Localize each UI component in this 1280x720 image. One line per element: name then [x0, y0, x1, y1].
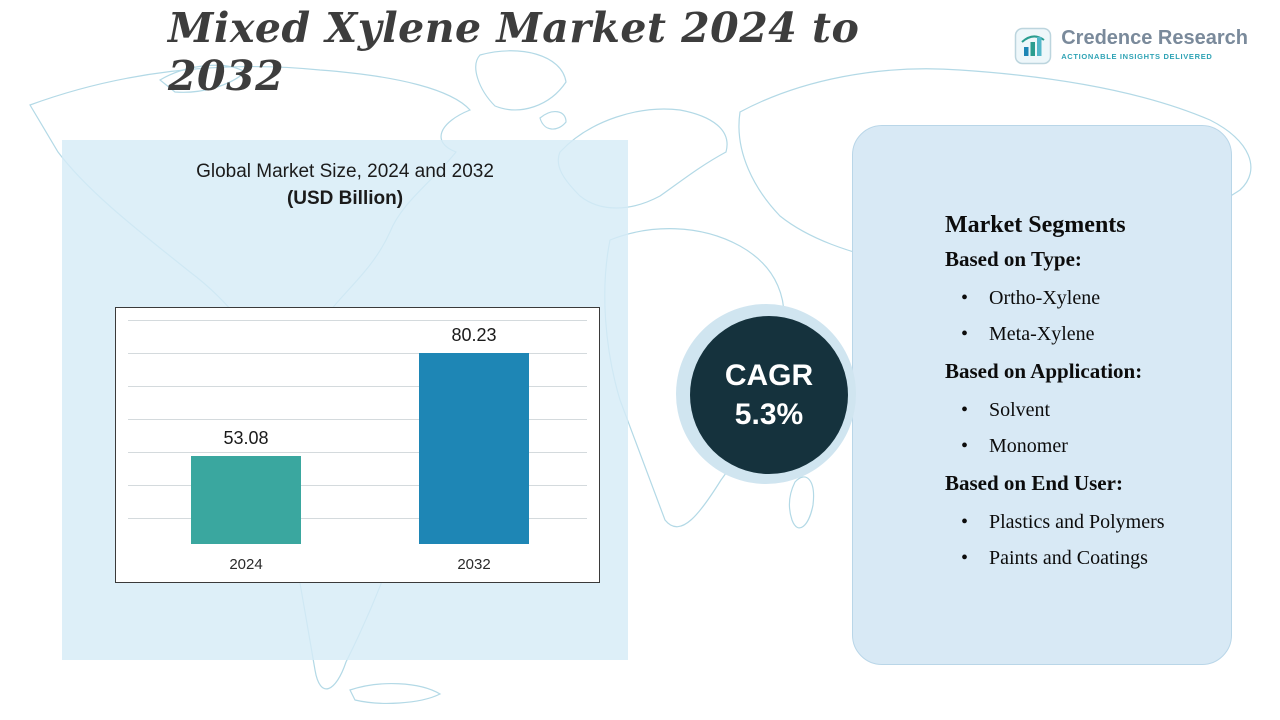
segment-heading-application: Based on Application: [945, 359, 1143, 383]
bar-value-label-2024: 53.08 [223, 428, 269, 448]
chart-title: Global Market Size, 2024 and 2032 [196, 161, 494, 182]
bar-2032 [419, 353, 529, 544]
segments-title: Market Segments [945, 212, 1126, 238]
x-axis-label-2024: 2024 [229, 556, 263, 573]
segments-panel: Market Segments Based on Type: Ortho-Xyl… [852, 125, 1232, 665]
bar-value-label-2032: 80.23 [451, 325, 497, 345]
segment-list-application: Solvent Monomer [945, 399, 1205, 458]
list-item: Paints and Coatings [961, 547, 1205, 570]
logo-name: Credence Research [1061, 27, 1248, 49]
logo-tagline: Actionable Insights Delivered [1061, 52, 1213, 61]
cagr-label: CAGR [724, 359, 814, 392]
list-item: Monomer [961, 435, 1205, 458]
logo: Credence Research Actionable Insights De… [1014, 27, 1248, 65]
logo-chart-icon [1014, 27, 1052, 65]
bar-chart: 53.08 80.23 2024 2032 [115, 307, 600, 583]
segment-heading-type: Based on Type: [945, 247, 1082, 271]
list-item: Ortho-Xylene [961, 287, 1205, 310]
list-item: Meta-Xylene [961, 323, 1205, 346]
bar-2024 [191, 456, 301, 544]
segment-list-type: Ortho-Xylene Meta-Xylene [945, 287, 1205, 346]
chart-panel-title: Global Market Size, 2024 and 2032 (USD B… [62, 161, 628, 210]
bar-column-2032: 80.23 [419, 325, 529, 544]
page-title: Mixed Xylene Market 2024 to 2032 [168, 4, 860, 100]
x-axis-label-2032: 2032 [457, 556, 491, 573]
list-item: Solvent [961, 399, 1205, 422]
segment-list-enduser: Plastics and Polymers Paints and Coating… [945, 511, 1205, 570]
logo-text: Credence Research Actionable Insights De… [1061, 27, 1248, 61]
segments-content: Market Segments Based on Type: Ortho-Xyl… [853, 126, 1231, 570]
cagr-badge: CAGR 5.3% [690, 316, 848, 474]
chart-subtitle: (USD Billion) [286, 188, 404, 209]
chart-panel: Global Market Size, 2024 and 2032 (USD B… [62, 140, 628, 660]
cagr-value: 5.3% [734, 398, 804, 431]
list-item: Plastics and Polymers [961, 511, 1205, 534]
segment-heading-enduser: Based on End User: [945, 471, 1123, 495]
bar-column-2024: 53.08 [191, 428, 301, 544]
